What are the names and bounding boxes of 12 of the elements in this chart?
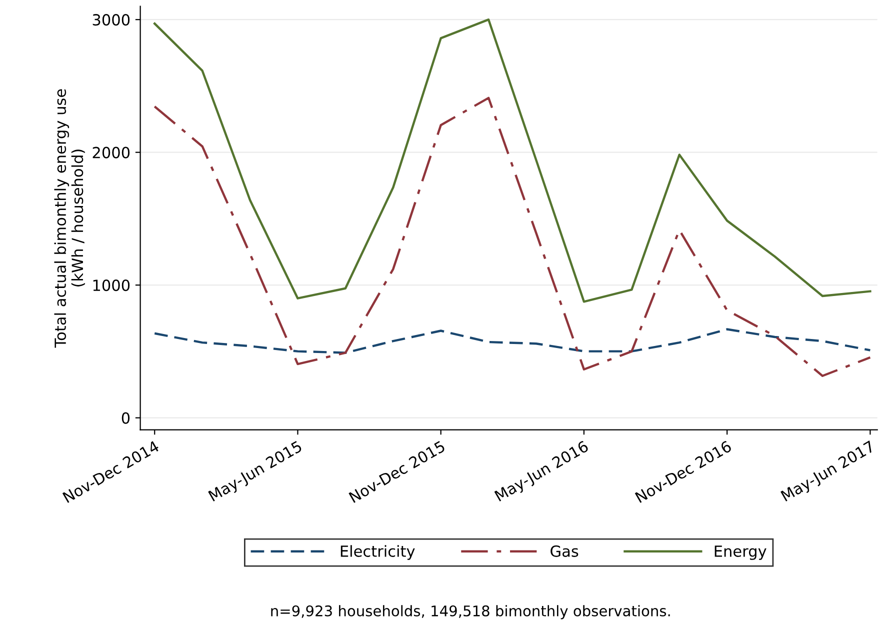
line-series [154, 18, 872, 303]
line-series [154, 328, 872, 354]
y-tick-label: 3000 [92, 14, 130, 26]
legend-label: Electricity [340, 545, 415, 560]
text: n=9,923 households, 149,518 bimonthly observations. [271, 605, 670, 620]
y-tick-label: 2000 [92, 146, 130, 158]
y-axis-title: Total actual bimonthly energy use (kWh / household) [54, 89, 85, 348]
legend-label: Gas [550, 545, 578, 557]
legend-label: Energy [714, 546, 766, 560]
y-tick-label: 0 [122, 412, 130, 424]
line-series [154, 96, 872, 377]
y-tick-label: 1000 [93, 280, 130, 292]
